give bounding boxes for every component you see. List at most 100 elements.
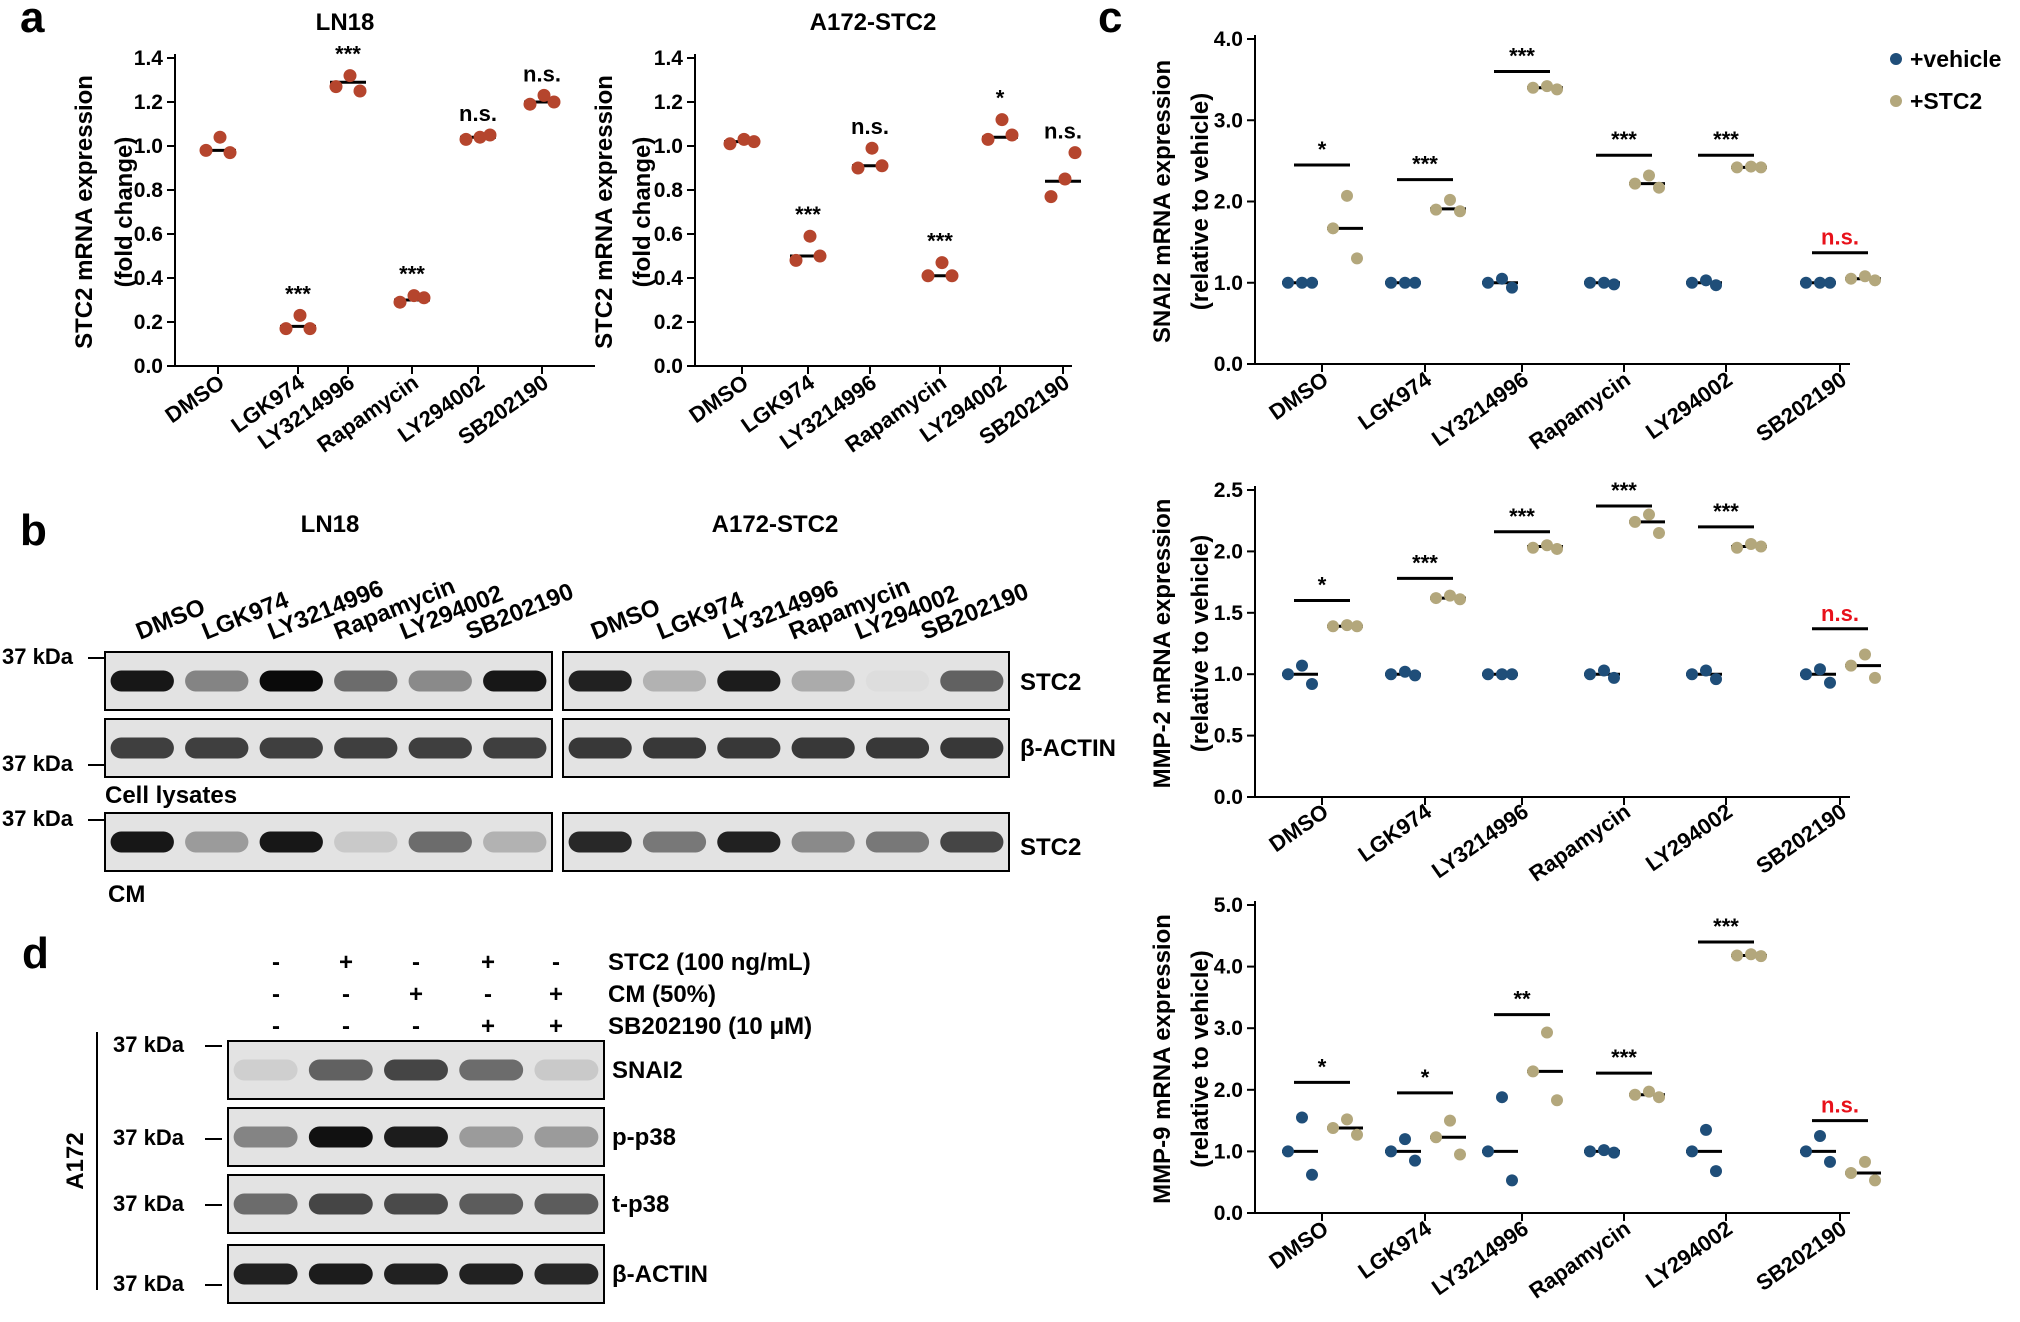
data-point-vehicle-ly3214996 xyxy=(1506,668,1518,681)
data-point-stc2-rapamycin xyxy=(935,256,949,270)
x-category-label-ly3214996: LY3214996 xyxy=(1427,799,1533,884)
y-axis-label: MMP-9 mRNA expression (relative to vehicl… xyxy=(1149,914,1214,1204)
blot-band xyxy=(408,737,472,759)
blot-title-a172-stc2: A172-STC2 xyxy=(712,511,839,538)
significance-label: * xyxy=(996,86,1005,111)
data-point-vehicle-dmso xyxy=(1282,276,1294,289)
x-category-label-sb202190: SB202190 xyxy=(1751,1216,1851,1296)
data-point-vehicle-dmso xyxy=(1296,276,1308,289)
y-tick-label: 1.0 xyxy=(654,135,683,158)
data-point-vehicle-ly294002 xyxy=(1686,668,1698,681)
data-point-vehicle-dmso xyxy=(1306,276,1318,289)
data-point-vehicle-sb202190 xyxy=(1800,668,1812,681)
a172-label: A172 xyxy=(62,1132,89,1189)
data-point-stc2-ly294002 xyxy=(473,130,487,144)
data-point-stc2-ly3214996 xyxy=(1551,83,1563,96)
y-axis-label-line: SNAI2 mRNA expression xyxy=(1149,60,1176,343)
blot-band xyxy=(568,831,632,853)
data-point-vehicle-rapamycin xyxy=(1584,668,1596,681)
significance-label: *** xyxy=(795,202,821,227)
data-point-stc2-ly294002 xyxy=(995,113,1009,127)
condition-sign: - xyxy=(272,949,280,976)
data-point-stc2-lgk974 xyxy=(293,308,307,322)
data-point-vehicle-sb202190 xyxy=(1824,1155,1836,1168)
data-point-vehicle-lgk974 xyxy=(1409,1154,1421,1167)
data-point-stc2-rapamycin xyxy=(1653,526,1665,539)
data-point-stc2-lgk974 xyxy=(803,229,817,243)
blot-band xyxy=(384,1263,448,1285)
data-point-vehicle-dmso xyxy=(1306,678,1318,691)
x-category-label-lgk974: LGK974 xyxy=(1353,798,1436,867)
data-point-stc2-ly294002 xyxy=(1745,948,1757,961)
blot-band xyxy=(308,1126,373,1148)
data-point-vehicle-ly294002 xyxy=(1686,1145,1698,1158)
blot-band xyxy=(110,831,174,853)
y-tick-label: 2.0 xyxy=(1214,191,1243,214)
significance-label: * xyxy=(1318,137,1327,162)
significance-label: *** xyxy=(1713,499,1739,524)
blot-strip-a172-actin xyxy=(562,718,1010,778)
blot-band xyxy=(865,737,930,759)
data-point-vehicle-ly294002 xyxy=(1700,1123,1712,1136)
significance-label: *** xyxy=(1713,914,1739,939)
data-point-stc2-dmso xyxy=(1351,620,1363,633)
blot-strip-ln18-cm xyxy=(104,812,553,872)
data-point-vehicle-sb202190 xyxy=(1824,676,1836,689)
blot-frame xyxy=(104,718,553,778)
y-axis-label-line: MMP-9 mRNA expression xyxy=(1149,914,1176,1204)
data-point-stc2-lgk974 xyxy=(1444,589,1456,602)
significance-label: *** xyxy=(1509,504,1535,529)
blot-band xyxy=(534,1263,599,1285)
y-tick-label: 3.0 xyxy=(1214,1017,1243,1040)
condition-sign: + xyxy=(549,1013,563,1040)
blot-band xyxy=(642,737,707,759)
significance-label: *** xyxy=(1412,152,1438,177)
blot-band xyxy=(483,670,547,692)
band-label-stc2-cm: STC2 xyxy=(1020,834,1081,861)
y-tick-label: 0.4 xyxy=(654,267,684,290)
blot-band xyxy=(717,670,781,692)
data-point-stc2-sb202190 xyxy=(1845,272,1857,285)
legend-marker-vehicle xyxy=(1890,53,1902,65)
condition-sign: - xyxy=(552,949,560,976)
significance-label: *** xyxy=(1509,44,1535,69)
y-tick-label: 4.0 xyxy=(1214,956,1243,979)
data-point-stc2-sb202190 xyxy=(1845,1166,1857,1179)
data-point-stc2-ly3214996 xyxy=(1541,80,1553,93)
data-point-stc2-ly294002 xyxy=(1731,161,1743,174)
data-point-stc2-ly3214996 xyxy=(1527,81,1539,94)
y-tick-label: 0.6 xyxy=(654,223,683,246)
blot-band xyxy=(233,1126,298,1148)
band-label-t-p38: t-p38 xyxy=(612,1191,669,1218)
data-point-stc2-dmso xyxy=(747,135,761,149)
data-point-stc2-sb202190 xyxy=(1058,172,1072,186)
significance-label: ** xyxy=(1513,987,1531,1012)
significance-label: *** xyxy=(1412,550,1438,575)
y-tick-label: 0.5 xyxy=(1214,725,1244,748)
y-tick-label: 0.8 xyxy=(654,179,684,202)
kda-marker-d: 37 kDa xyxy=(113,1032,185,1057)
blot-band xyxy=(185,670,249,692)
y-axis-label-line: (fold change) xyxy=(629,137,656,288)
blot-band xyxy=(717,737,781,759)
data-point-stc2-sb202190 xyxy=(1859,1155,1871,1168)
band-label-stc2-lysate: STC2 xyxy=(1020,669,1081,696)
significance-label: *** xyxy=(1713,127,1739,152)
x-category-label-ly294002: LY294002 xyxy=(1641,799,1737,877)
data-point-stc2-sb202190 xyxy=(1859,270,1871,283)
blot-strip-ln18-actin xyxy=(104,718,553,778)
blot-band xyxy=(384,1126,448,1148)
data-point-stc2-ly294002 xyxy=(1745,160,1757,173)
data-point-stc2-lgk974 xyxy=(1454,1148,1466,1161)
data-point-stc2-sb202190 xyxy=(1869,1174,1881,1187)
blot-strip-ln18-stc2 xyxy=(104,651,553,711)
condition-sign: + xyxy=(339,949,353,976)
chart-snai2: SNAI2 mRNA expression (relative to vehicl… xyxy=(1149,28,1881,454)
y-axis-label-line: STC2 mRNA expression xyxy=(71,75,98,349)
data-point-stc2-ly3214996 xyxy=(1551,542,1563,555)
data-point-stc2-dmso xyxy=(1327,620,1339,633)
data-point-vehicle-rapamycin xyxy=(1598,276,1610,289)
data-point-vehicle-sb202190 xyxy=(1824,276,1836,289)
band-label-actin: β-ACTIN xyxy=(612,1261,708,1288)
y-tick-label: 1.0 xyxy=(1214,1140,1243,1163)
